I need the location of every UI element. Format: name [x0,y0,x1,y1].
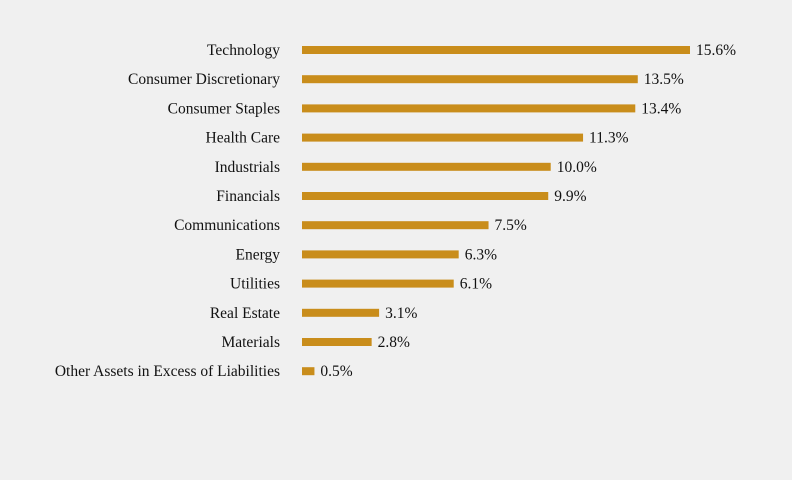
value-label: 13.5% [644,71,684,88]
value-label: 11.3% [589,130,629,147]
category-label: Other Assets in Excess of Liabilities [55,363,280,380]
value-label: 10.0% [557,159,597,176]
value-label: 15.6% [696,42,736,59]
category-label: Financials [216,188,280,205]
category-label: Industrials [215,159,280,176]
value-label: 3.1% [385,305,417,322]
bar [302,133,584,142]
value-label: 6.3% [465,246,497,263]
value-label: 9.9% [554,188,586,205]
value-label: 2.8% [378,334,410,351]
category-label: Utilities [230,276,280,293]
bar [302,279,454,288]
bar [302,104,636,113]
bar [302,338,372,346]
category-label: Consumer Discretionary [128,71,280,88]
bar [302,46,690,54]
category-label: Consumer Staples [168,100,280,117]
bar [302,308,380,317]
category-label: Energy [236,246,281,263]
bar [302,221,489,230]
category-label: Real Estate [210,305,280,322]
bar [302,75,638,84]
bar [302,192,549,200]
bar [302,250,459,259]
value-label: 7.5% [495,217,527,234]
category-label: Health Care [206,130,281,147]
category-label: Materials [221,334,280,351]
bar [302,162,551,171]
category-label: Communications [174,217,280,234]
category-label: Technology [207,42,280,59]
bar [302,367,315,376]
value-label: 0.5% [320,363,352,380]
value-label: 13.4% [641,100,681,117]
value-label: 6.1% [460,276,492,293]
